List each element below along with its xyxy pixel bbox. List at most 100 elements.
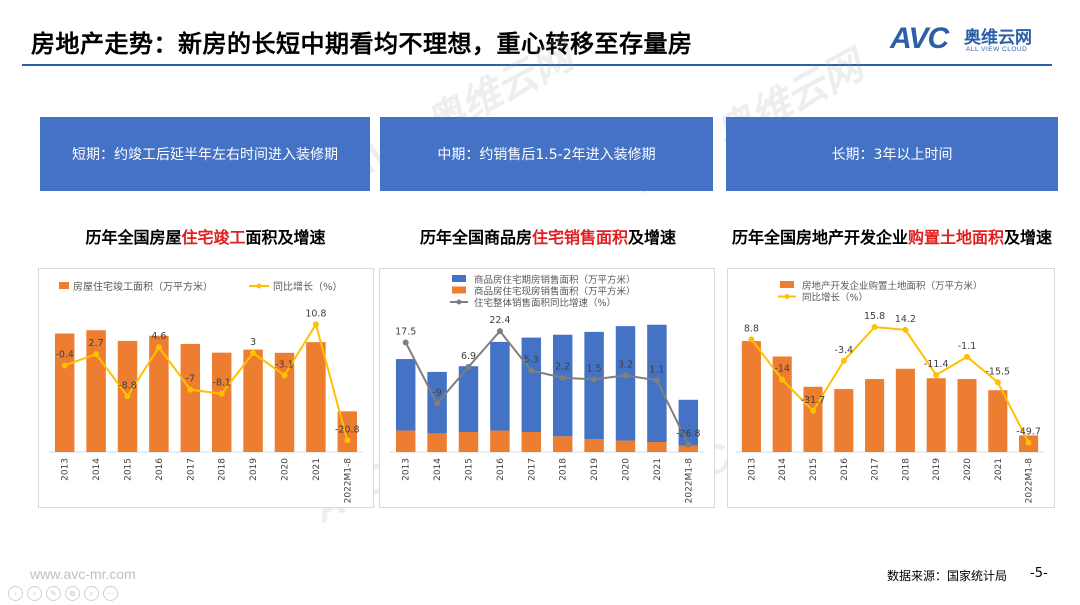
chart3-panel: 房地产开发企业购置土地面积（万平方米） 同比增长（%） 2013 2014 2015 20…	[727, 268, 1055, 508]
legend-label: 同比增长（%）	[802, 292, 868, 304]
growth-point	[124, 393, 131, 400]
x-tick-label: 2022M1-8	[343, 458, 353, 504]
legend-label: 住宅整体销售面积同比增速（%）	[474, 297, 616, 309]
growth-point	[994, 379, 1001, 386]
legend-label: 同比增长（%）	[273, 280, 343, 293]
data-label: -20.8	[335, 424, 360, 435]
growth-point	[250, 350, 257, 356]
zoom-icon[interactable]: ⌕	[84, 586, 99, 601]
legend-marker	[256, 283, 262, 289]
bar	[395, 359, 416, 431]
x-tick-label: 2017	[871, 458, 881, 481]
short-term-box: 短期：约竣工后延半年左右时间进入装修期	[40, 117, 370, 191]
growth-point	[591, 376, 598, 383]
data-label: 22.4	[489, 315, 510, 326]
prev-slide-icon[interactable]: ‹	[8, 586, 23, 601]
x-tick-label: 2021	[994, 458, 1004, 481]
growth-point	[748, 336, 755, 343]
x-tick-label: 2018	[218, 458, 228, 481]
long-term-label: 长期：3年以上时间	[831, 147, 953, 163]
growth-point	[312, 321, 319, 328]
short-term-label: 短期：约竣工后延半年左右时间进入装修期	[72, 147, 338, 163]
chart3-title-pre: 历年全国房地产开发企业	[731, 228, 908, 247]
growth-point	[93, 351, 100, 358]
x-tick-label: 2015	[124, 458, 134, 481]
data-source: 数据来源：国家统计局	[887, 569, 1008, 583]
bar	[458, 366, 479, 432]
data-label: 5.3	[524, 355, 539, 366]
growth-point	[434, 400, 441, 407]
legend-swatch	[452, 275, 466, 282]
growth-point	[402, 339, 409, 346]
x-tick-label: 2016	[496, 458, 506, 481]
chart2-panel: 商品房住宅期房销售面积（万平方米） 商品房住宅现房销售面积（万平方米） 住宅整体销售…	[379, 268, 715, 508]
data-label: 10.8	[305, 308, 326, 319]
x-tick-label: 2018	[901, 458, 911, 481]
growth-point	[559, 374, 566, 381]
x-tick-label: 2019	[932, 458, 942, 481]
copy-icon[interactable]: ⧉	[65, 586, 80, 601]
chart3-title-highlight: 购置土地面积	[907, 228, 1004, 247]
data-label: 8.8	[744, 323, 759, 334]
data-label: 3	[250, 337, 256, 348]
mid-term-box: 中期：约销售后1.5-2年进入装修期	[380, 117, 713, 191]
bar	[584, 439, 604, 452]
growth-point	[281, 372, 288, 379]
growth-point	[653, 377, 660, 384]
data-label: 2.7	[89, 338, 104, 349]
data-label: -0.4	[55, 349, 74, 360]
chart2-title: 历年全国商品房住宅销售面积及增速	[378, 228, 718, 248]
x-tick-label: 2016	[155, 458, 165, 481]
next-slide-icon[interactable]: ›	[27, 586, 42, 601]
x-tick-label: 2020	[963, 458, 973, 481]
data-label: 17.5	[395, 326, 416, 337]
x-tick-label: 2018	[559, 458, 569, 481]
bar	[395, 430, 416, 452]
data-label: -9	[432, 388, 441, 399]
chart3-title: 历年全国房地产开发企业购置土地面积及增速	[722, 228, 1062, 248]
x-tick-label: 2017	[186, 458, 196, 481]
bar	[988, 390, 1008, 452]
growth-point	[528, 367, 535, 374]
data-label: 14.2	[895, 314, 916, 325]
growth-line	[404, 329, 690, 446]
logo-cn: 奥维云网	[964, 28, 1032, 48]
data-label: -15.5	[986, 366, 1011, 377]
bar	[615, 326, 636, 441]
more-icon[interactable]: ⋯	[103, 586, 118, 601]
x-tick-label: 2013	[402, 458, 412, 481]
x-tick-label: 2013	[747, 458, 757, 481]
growth-point	[685, 441, 692, 448]
bar	[552, 334, 573, 437]
pen-icon[interactable]: ✎	[46, 586, 61, 601]
growth-point	[964, 353, 970, 360]
data-label: 6.9	[461, 351, 476, 362]
x-tick-label: 2022M1-8	[684, 458, 694, 504]
data-label: -1.1	[958, 341, 977, 352]
logo-en: ALL VIEW CLOUD	[966, 46, 1028, 53]
growth-point	[155, 344, 162, 351]
x-tick-label: 2013	[61, 458, 71, 481]
legend-marker	[784, 294, 790, 299]
bar	[490, 430, 510, 452]
bar	[647, 324, 667, 442]
data-label: 2.2	[555, 362, 570, 373]
data-label: 1.1	[649, 364, 664, 375]
x-tick-label: 2014	[92, 458, 102, 481]
data-label: -49.7	[1016, 427, 1041, 438]
legend-label: 房地产开发企业购置土地面积（万平方米）	[802, 280, 983, 292]
logo-letters: AVC	[890, 22, 949, 55]
bar	[211, 352, 232, 452]
chart1-svg: 房屋住宅竣工面积（万平方米） 同比增长（%） 2013 2014 2015 2016 201…	[49, 280, 363, 504]
growth-point	[465, 363, 472, 370]
footer-url[interactable]: www.avc-mr.com	[30, 566, 136, 582]
growth-line	[750, 325, 1030, 444]
chart3-title-post: 及增速	[1004, 228, 1053, 247]
header-divider	[22, 64, 1052, 66]
legend-swatch	[59, 282, 69, 289]
x-tick-label: 2016	[840, 458, 850, 481]
chart2-svg: 商品房住宅期房销售面积（万平方米）商品房住宅现房销售面积（万平方米）住宅整体销售…	[390, 274, 704, 504]
data-label: -11.4	[924, 359, 949, 370]
bar	[490, 341, 510, 431]
slide-nav: ‹ › ✎ ⧉ ⌕ ⋯	[8, 586, 118, 601]
